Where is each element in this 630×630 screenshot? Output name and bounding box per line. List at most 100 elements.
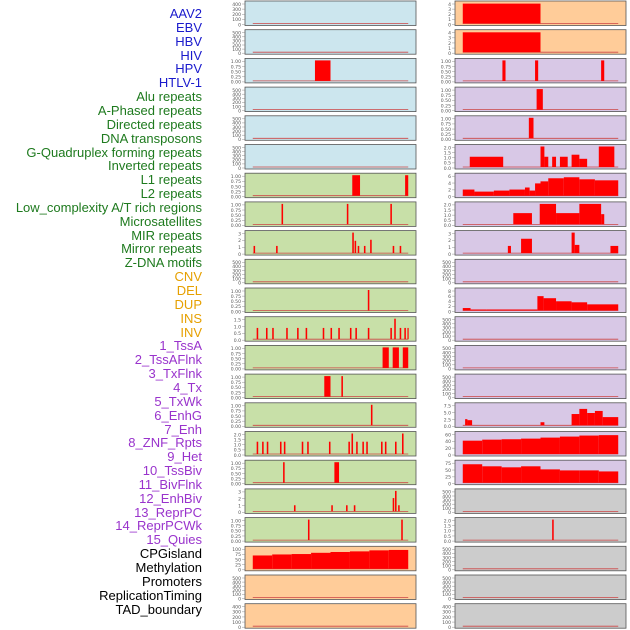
panel-right xyxy=(454,488,627,514)
y-tick-label: 100 xyxy=(232,133,241,139)
y-tick-label: 1.00 xyxy=(441,117,451,123)
y-tick-label: 3 xyxy=(238,231,241,237)
y-tick-label: 100 xyxy=(232,47,241,53)
data-bar xyxy=(482,466,502,483)
y-tick-label: 0.00 xyxy=(231,367,241,373)
y-tick-label: 100 xyxy=(442,363,451,369)
data-bar xyxy=(305,327,308,340)
y-tick-label: 300 xyxy=(232,7,241,13)
row-label: ReplicationTiming xyxy=(99,587,202,603)
y-tick-label: 400 xyxy=(232,35,241,41)
row-label: 5_TxWk xyxy=(154,393,202,409)
data-bar xyxy=(341,376,343,397)
data-bar xyxy=(462,32,541,53)
data-bar xyxy=(404,327,406,340)
y-tick-label: 0.50 xyxy=(231,69,241,75)
data-bar xyxy=(556,301,572,311)
y-tick-label: 0 xyxy=(448,309,451,315)
y-tick-label: 0.25 xyxy=(441,75,451,81)
y-tick-label: 2 xyxy=(238,497,241,503)
panel-left xyxy=(244,344,417,371)
panel-left xyxy=(244,574,417,600)
data-bar xyxy=(331,505,333,512)
data-bar xyxy=(579,179,595,196)
y-tick-label: 200 xyxy=(442,588,451,594)
y-tick-label: 0.25 xyxy=(231,189,241,195)
y-tick-label: 200 xyxy=(232,100,241,106)
data-bar xyxy=(598,435,619,454)
panel-right xyxy=(454,344,627,371)
data-bar xyxy=(265,327,268,340)
y-tick-label: 2 xyxy=(448,41,451,47)
row-label: 12_EnhBiv xyxy=(139,490,202,506)
y-tick-label: 1 xyxy=(238,503,241,509)
y-tick-label: 0.25 xyxy=(231,218,241,224)
y-tick-label: 75 xyxy=(235,552,241,558)
y-tick-label: 1.00 xyxy=(231,174,241,180)
data-bar xyxy=(346,505,348,512)
data-bar xyxy=(535,60,539,81)
data-bar xyxy=(537,296,544,311)
y-tick-label: 300 xyxy=(442,584,451,590)
y-tick-label: 1 xyxy=(238,245,241,251)
data-bar xyxy=(574,244,580,254)
data-bar xyxy=(571,414,580,426)
y-tick-label: 0 xyxy=(238,596,241,602)
panel-left xyxy=(244,201,417,227)
y-tick-label: 1.5 xyxy=(234,318,241,324)
data-bar xyxy=(402,347,409,368)
y-tick-label: 500 xyxy=(232,576,241,582)
panel-left xyxy=(244,603,417,629)
data-bar xyxy=(559,470,580,483)
data-bar xyxy=(462,189,475,196)
data-bar xyxy=(493,190,510,196)
y-tick-label: 0.0 xyxy=(234,453,241,459)
data-bar xyxy=(598,471,619,483)
y-tick-label: 1 xyxy=(448,46,451,52)
y-tick-label: 6 xyxy=(448,174,451,180)
y-tick-label: 100 xyxy=(442,277,451,283)
row-label: HIV xyxy=(180,47,202,63)
data-bar xyxy=(388,549,409,569)
y-tick-label: 1.00 xyxy=(231,59,241,65)
y-tick-label: 100 xyxy=(442,506,451,512)
data-bar xyxy=(352,232,354,254)
data-bar xyxy=(486,309,538,311)
y-tick-label: 0.50 xyxy=(231,529,241,535)
y-tick-label: 0.25 xyxy=(231,362,241,368)
data-bar xyxy=(370,239,372,254)
row-label: 9_Het xyxy=(167,449,202,465)
data-bar xyxy=(348,441,350,454)
data-bar xyxy=(579,408,588,426)
data-bar xyxy=(256,327,259,340)
panel-left xyxy=(244,115,417,141)
y-tick-label: 0.25 xyxy=(231,390,241,396)
panel-right xyxy=(454,58,627,84)
y-tick-label: 100 xyxy=(442,564,451,570)
y-tick-label: 0.25 xyxy=(231,75,241,81)
y-tick-label: 0.25 xyxy=(441,103,451,109)
y-tick-label: 0 xyxy=(238,510,241,516)
panel-left xyxy=(244,29,417,55)
y-tick-label: 200 xyxy=(232,158,241,164)
data-bar xyxy=(338,327,340,340)
y-tick-label: 0.0 xyxy=(234,338,241,344)
y-tick-label: 200 xyxy=(232,129,241,135)
data-bar xyxy=(539,203,557,225)
y-tick-label: 0 xyxy=(238,625,241,630)
y-tick-label: 100 xyxy=(442,620,451,626)
y-tick-label: 500 xyxy=(232,88,241,94)
data-bar xyxy=(330,327,333,340)
y-tick-label: 0 xyxy=(448,568,451,574)
row-label: Inverted repeats xyxy=(108,158,202,174)
y-tick-label: 25 xyxy=(235,562,241,568)
panel-right xyxy=(454,545,627,572)
data-bar xyxy=(552,156,557,167)
y-tick-label: 200 xyxy=(442,559,451,565)
y-tick-label: 200 xyxy=(442,359,451,365)
data-bar xyxy=(297,327,299,340)
row-label: CPGisland xyxy=(139,546,202,562)
data-bar xyxy=(399,327,402,340)
y-tick-label: 2.0 xyxy=(444,203,451,209)
